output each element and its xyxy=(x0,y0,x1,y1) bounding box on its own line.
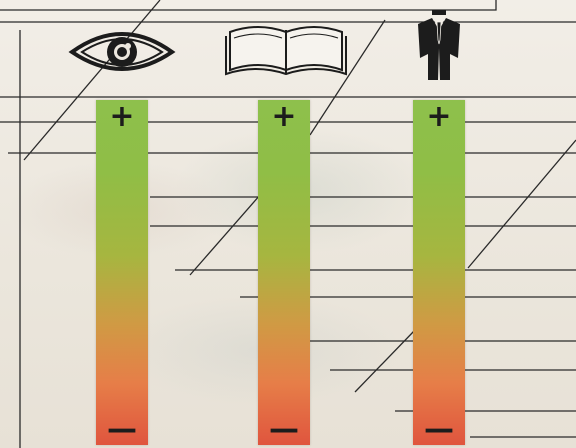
top-frame-line xyxy=(0,0,497,11)
minus-label: — xyxy=(107,412,137,447)
scale-bar-formal: + — xyxy=(413,100,465,445)
scale-bar-reading: + — xyxy=(258,100,310,445)
diagonal-line xyxy=(354,329,416,393)
plus-label: + xyxy=(426,99,452,134)
eye-icon xyxy=(68,22,176,82)
book-icon xyxy=(224,22,348,80)
minus-label: — xyxy=(269,412,299,447)
plus-label: + xyxy=(109,99,135,134)
scale-bar-sight: + — xyxy=(96,100,148,445)
suit-icon xyxy=(414,8,464,86)
diagonal-line xyxy=(189,194,261,276)
diagonal-line xyxy=(309,19,386,136)
diagonal-line xyxy=(23,0,161,161)
plus-label: + xyxy=(271,99,297,134)
minus-label: — xyxy=(424,412,454,447)
diagonal-line xyxy=(467,139,576,269)
